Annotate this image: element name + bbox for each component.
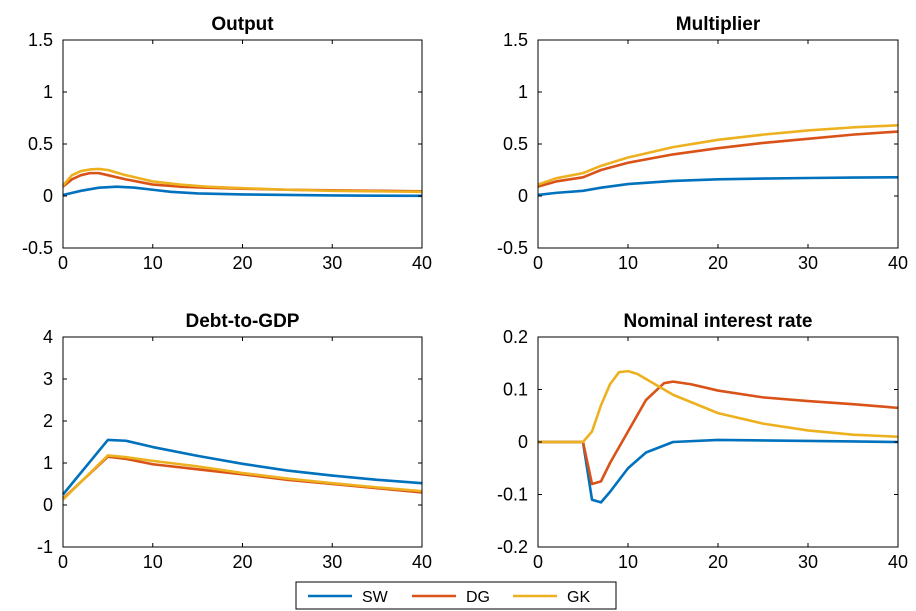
x-tick-label: 20	[708, 552, 728, 572]
legend-label: SW	[362, 589, 389, 606]
chart-title: Multiplier	[676, 14, 761, 35]
series-line-sw	[537, 175, 899, 197]
series-line-sw	[62, 185, 423, 198]
x-tick-label: 20	[708, 253, 728, 273]
panel-nominal-interest-rate: Nominal interest rate 0 10 20 30 40 -0.2 -0.1 0 0…	[497, 311, 908, 572]
x-tick-label: 40	[412, 253, 432, 273]
x-tick-label: 10	[618, 253, 638, 273]
x-tick-label: 10	[143, 552, 163, 572]
y-tick-label: -0.1	[497, 485, 528, 505]
series-line-dg	[538, 380, 899, 486]
y-tick-label: -1	[37, 537, 53, 557]
y-tick-label: 1	[43, 82, 53, 102]
x-tick-label: 20	[232, 552, 252, 572]
x-tick-label: 0	[58, 552, 68, 572]
series-line-gk	[62, 167, 423, 194]
series-line-gk	[538, 369, 899, 444]
series-line-gk	[537, 123, 899, 186]
y-tick-label: 4	[43, 327, 53, 347]
plot-area	[63, 337, 422, 547]
plot-area	[63, 40, 422, 248]
y-tick-label: 1.5	[28, 30, 53, 50]
y-tick-label: 0.5	[28, 134, 53, 154]
x-tick-label: 40	[888, 552, 908, 572]
x-tick-label: 0	[533, 552, 543, 572]
series-line-gk	[62, 454, 423, 501]
y-tick-label: 0	[518, 432, 528, 452]
legend-item-gk: GK	[513, 589, 590, 606]
chart-title: Debt-to-GDP	[186, 311, 300, 332]
y-tick-label: 1	[518, 82, 528, 102]
series-line-sw	[538, 438, 899, 504]
legend-item-dg: DG	[412, 589, 490, 606]
chart-title: Output	[211, 14, 274, 35]
legend-label: DG	[466, 589, 490, 606]
y-tick-label: 0.2	[503, 327, 528, 347]
x-tick-label: 40	[412, 552, 432, 572]
y-tick-label: 1.5	[503, 30, 528, 50]
series-line-dg	[537, 130, 899, 188]
y-tick-label: 3	[43, 369, 53, 389]
x-tick-label: 10	[618, 552, 638, 572]
y-tick-label: 0	[518, 186, 528, 206]
chart-title: Nominal interest rate	[624, 311, 813, 332]
x-tick-label: 20	[232, 253, 252, 273]
legend-item-sw: SW	[308, 589, 389, 606]
y-tick-label: -0.5	[22, 238, 53, 258]
y-tick-label: 1	[43, 453, 53, 473]
legend-label: GK	[567, 589, 590, 606]
x-tick-label: 40	[888, 253, 908, 273]
x-tick-label: 30	[322, 253, 342, 273]
y-tick-label: 0	[43, 186, 53, 206]
y-tick-label: 0.5	[503, 134, 528, 154]
y-tick-label: -0.5	[497, 238, 528, 258]
y-tick-label: -0.2	[497, 537, 528, 557]
y-tick-label: 0	[43, 495, 53, 515]
plot-area	[538, 40, 898, 248]
x-tick-label: 0	[533, 253, 543, 273]
x-tick-label: 30	[798, 552, 818, 572]
x-tick-label: 10	[143, 253, 163, 273]
x-tick-label: 0	[58, 253, 68, 273]
x-tick-label: 30	[322, 552, 342, 572]
y-tick-label: 0.1	[503, 380, 528, 400]
y-tick-label: 2	[43, 411, 53, 431]
x-tick-label: 30	[798, 253, 818, 273]
legend: SW DG GK	[295, 581, 617, 610]
series-line-sw	[61, 438, 423, 496]
